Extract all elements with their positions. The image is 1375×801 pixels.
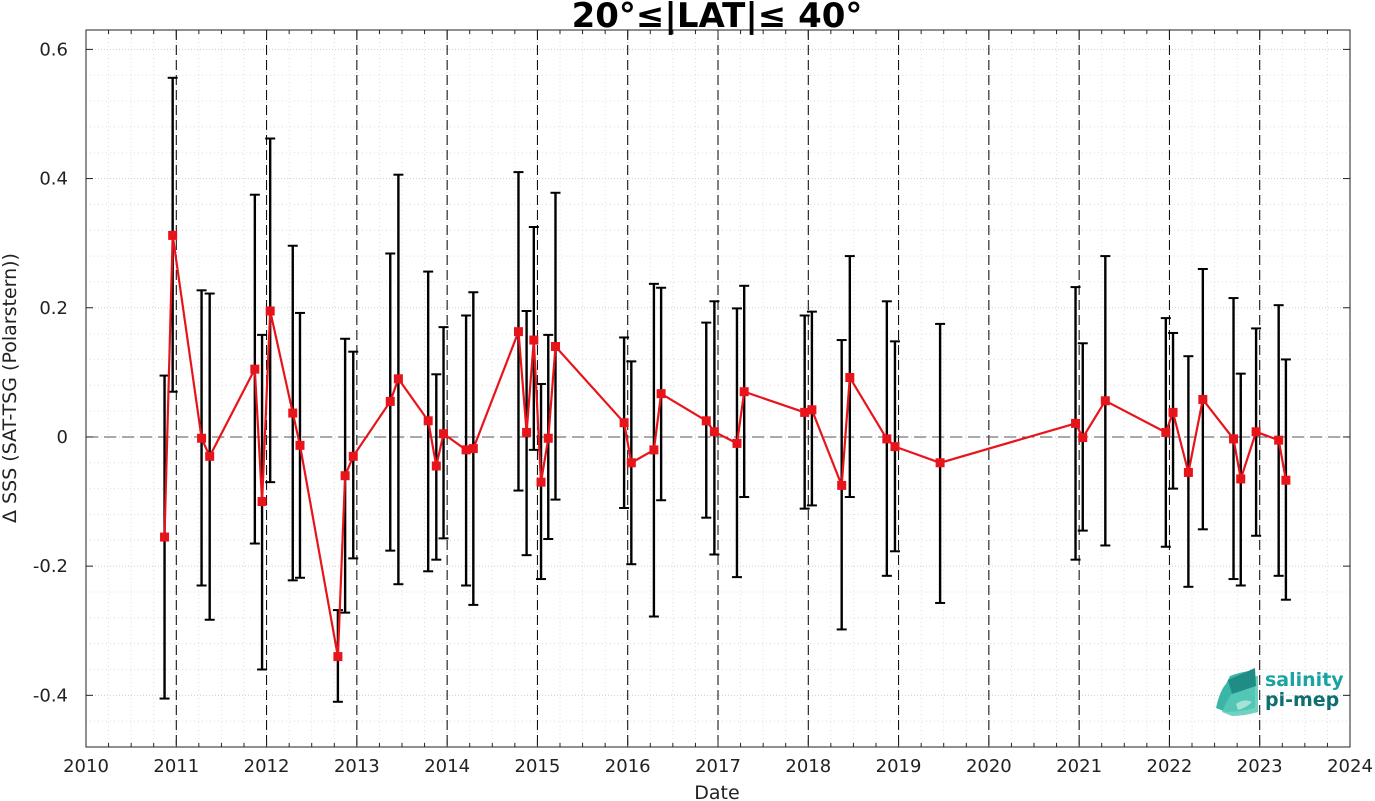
series-line [163, 235, 1287, 657]
y-axis-label: Δ SSS (SAT-TSG (Polarstern)) [0, 253, 21, 523]
x-tick-label: 2017 [695, 756, 741, 777]
data-point [649, 445, 659, 455]
data-point [529, 335, 539, 345]
data-point [423, 416, 433, 426]
data-point [1168, 407, 1178, 417]
x-tick-label: 2015 [515, 756, 561, 777]
y-tick-label: 0.2 [39, 298, 68, 319]
data-point [1281, 475, 1291, 485]
logo-text-pi-mep: pi-mep [1265, 689, 1339, 711]
data-point [1183, 467, 1193, 477]
data-point [468, 444, 478, 454]
data-point [739, 387, 749, 397]
x-tick-label: 2019 [876, 756, 922, 777]
data-point [1161, 427, 1171, 437]
data-point [385, 396, 395, 406]
x-tick-labels: 2010 2011 2012 2013 2014 2015 2016 2017 2018 2019… [63, 756, 1373, 777]
data-point [257, 497, 267, 507]
x-tick-label: 2014 [424, 756, 470, 777]
x-tick-label: 2011 [153, 756, 199, 777]
data-point [709, 427, 719, 437]
data-point [807, 405, 817, 415]
data-point [1071, 418, 1081, 428]
data-point [1198, 394, 1208, 404]
x-tick-label: 2016 [605, 756, 651, 777]
axis-ticks [85, 30, 1351, 747]
x-axis-label: Date [694, 782, 739, 801]
data-point [619, 418, 629, 428]
data-point [250, 364, 260, 374]
data-point [197, 433, 207, 443]
data-point [626, 458, 636, 468]
y-tick-label: 0.6 [39, 39, 68, 60]
x-tick-label: 2010 [63, 756, 109, 777]
data-point [265, 306, 275, 316]
data-point [935, 458, 945, 468]
data-point [340, 471, 350, 481]
data-point [1236, 474, 1246, 484]
y-tick-label: 0 [57, 427, 68, 448]
data-point [439, 429, 449, 439]
data-point [205, 451, 215, 461]
x-tick-label: 2022 [1147, 756, 1193, 777]
data-points [160, 230, 1291, 662]
data-point [348, 451, 358, 461]
data-point [513, 327, 523, 337]
x-tick-label: 2018 [785, 756, 831, 777]
data-point [168, 230, 178, 240]
data-point [431, 461, 441, 471]
x-tick-label: 2013 [334, 756, 380, 777]
data-point [550, 342, 560, 352]
y-tick-label: -0.2 [33, 556, 68, 577]
data-point [701, 416, 711, 426]
x-tick-label: 2021 [1056, 756, 1102, 777]
data-point [522, 427, 532, 437]
data-point [845, 373, 855, 383]
x-tick-label: 2024 [1327, 756, 1373, 777]
data-point [882, 434, 892, 444]
salinity-pi-mep-logo: salinity pi-mep [1216, 668, 1344, 716]
data-point [1078, 433, 1088, 443]
data-point [1229, 434, 1239, 444]
data-point [732, 438, 742, 448]
data-point [333, 652, 343, 662]
y-tick-label: -0.4 [33, 685, 68, 706]
data-point [890, 442, 900, 452]
y-tick-labels: -0.4 -0.2 0 0.2 0.4 0.6 [33, 39, 68, 706]
data-point [543, 433, 553, 443]
waves-icon [1216, 668, 1258, 716]
data-point [1251, 427, 1261, 437]
data-point [837, 480, 847, 490]
data-point [656, 389, 666, 399]
data-point [536, 477, 546, 487]
data-point [1274, 435, 1284, 445]
data-point [1100, 396, 1110, 406]
x-tick-label: 2023 [1237, 756, 1283, 777]
data-point [393, 374, 403, 384]
x-tick-label: 2012 [244, 756, 290, 777]
logo-text-salinity: salinity [1265, 669, 1344, 691]
data-point [288, 408, 298, 418]
data-point [160, 532, 170, 542]
y-tick-label: 0.4 [39, 169, 68, 190]
data-point [295, 440, 305, 450]
chart-title: 20°≤|LAT|≤ 40° [572, 0, 863, 36]
x-tick-label: 2020 [966, 756, 1012, 777]
